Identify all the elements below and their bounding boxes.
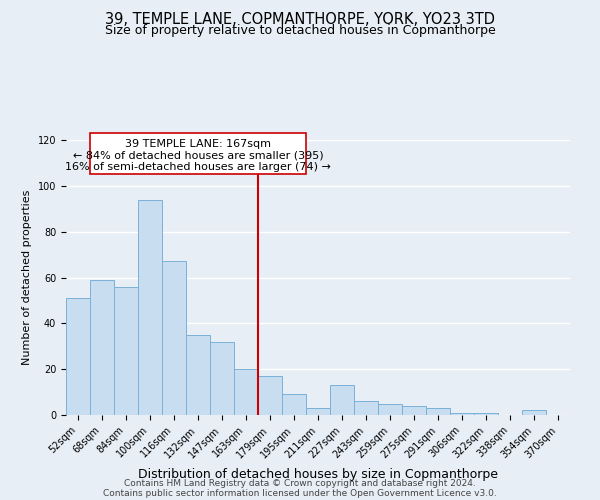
Y-axis label: Number of detached properties: Number of detached properties bbox=[22, 190, 32, 365]
Text: Size of property relative to detached houses in Copmanthorpe: Size of property relative to detached ho… bbox=[104, 24, 496, 37]
Text: Contains public sector information licensed under the Open Government Licence v3: Contains public sector information licen… bbox=[103, 490, 497, 498]
Bar bbox=[66, 298, 90, 415]
Text: Contains HM Land Registry data © Crown copyright and database right 2024.: Contains HM Land Registry data © Crown c… bbox=[124, 480, 476, 488]
Bar bbox=[282, 394, 306, 415]
Bar bbox=[234, 369, 258, 415]
Bar bbox=[186, 335, 210, 415]
Bar bbox=[306, 408, 330, 415]
Bar bbox=[474, 412, 498, 415]
FancyBboxPatch shape bbox=[90, 133, 306, 174]
Bar bbox=[378, 404, 402, 415]
Text: 39, TEMPLE LANE, COPMANTHORPE, YORK, YO23 3TD: 39, TEMPLE LANE, COPMANTHORPE, YORK, YO2… bbox=[105, 12, 495, 28]
Text: ← 84% of detached houses are smaller (395): ← 84% of detached houses are smaller (39… bbox=[73, 150, 323, 160]
Bar bbox=[210, 342, 234, 415]
Text: 16% of semi-detached houses are larger (74) →: 16% of semi-detached houses are larger (… bbox=[65, 162, 331, 172]
Bar bbox=[114, 286, 138, 415]
Bar bbox=[450, 412, 474, 415]
Bar bbox=[354, 401, 378, 415]
Bar bbox=[522, 410, 546, 415]
Bar bbox=[330, 385, 354, 415]
Bar bbox=[90, 280, 114, 415]
X-axis label: Distribution of detached houses by size in Copmanthorpe: Distribution of detached houses by size … bbox=[138, 468, 498, 481]
Bar bbox=[402, 406, 426, 415]
Text: 39 TEMPLE LANE: 167sqm: 39 TEMPLE LANE: 167sqm bbox=[125, 139, 271, 149]
Bar bbox=[162, 262, 186, 415]
Bar bbox=[258, 376, 282, 415]
Bar bbox=[426, 408, 450, 415]
Bar bbox=[138, 200, 162, 415]
